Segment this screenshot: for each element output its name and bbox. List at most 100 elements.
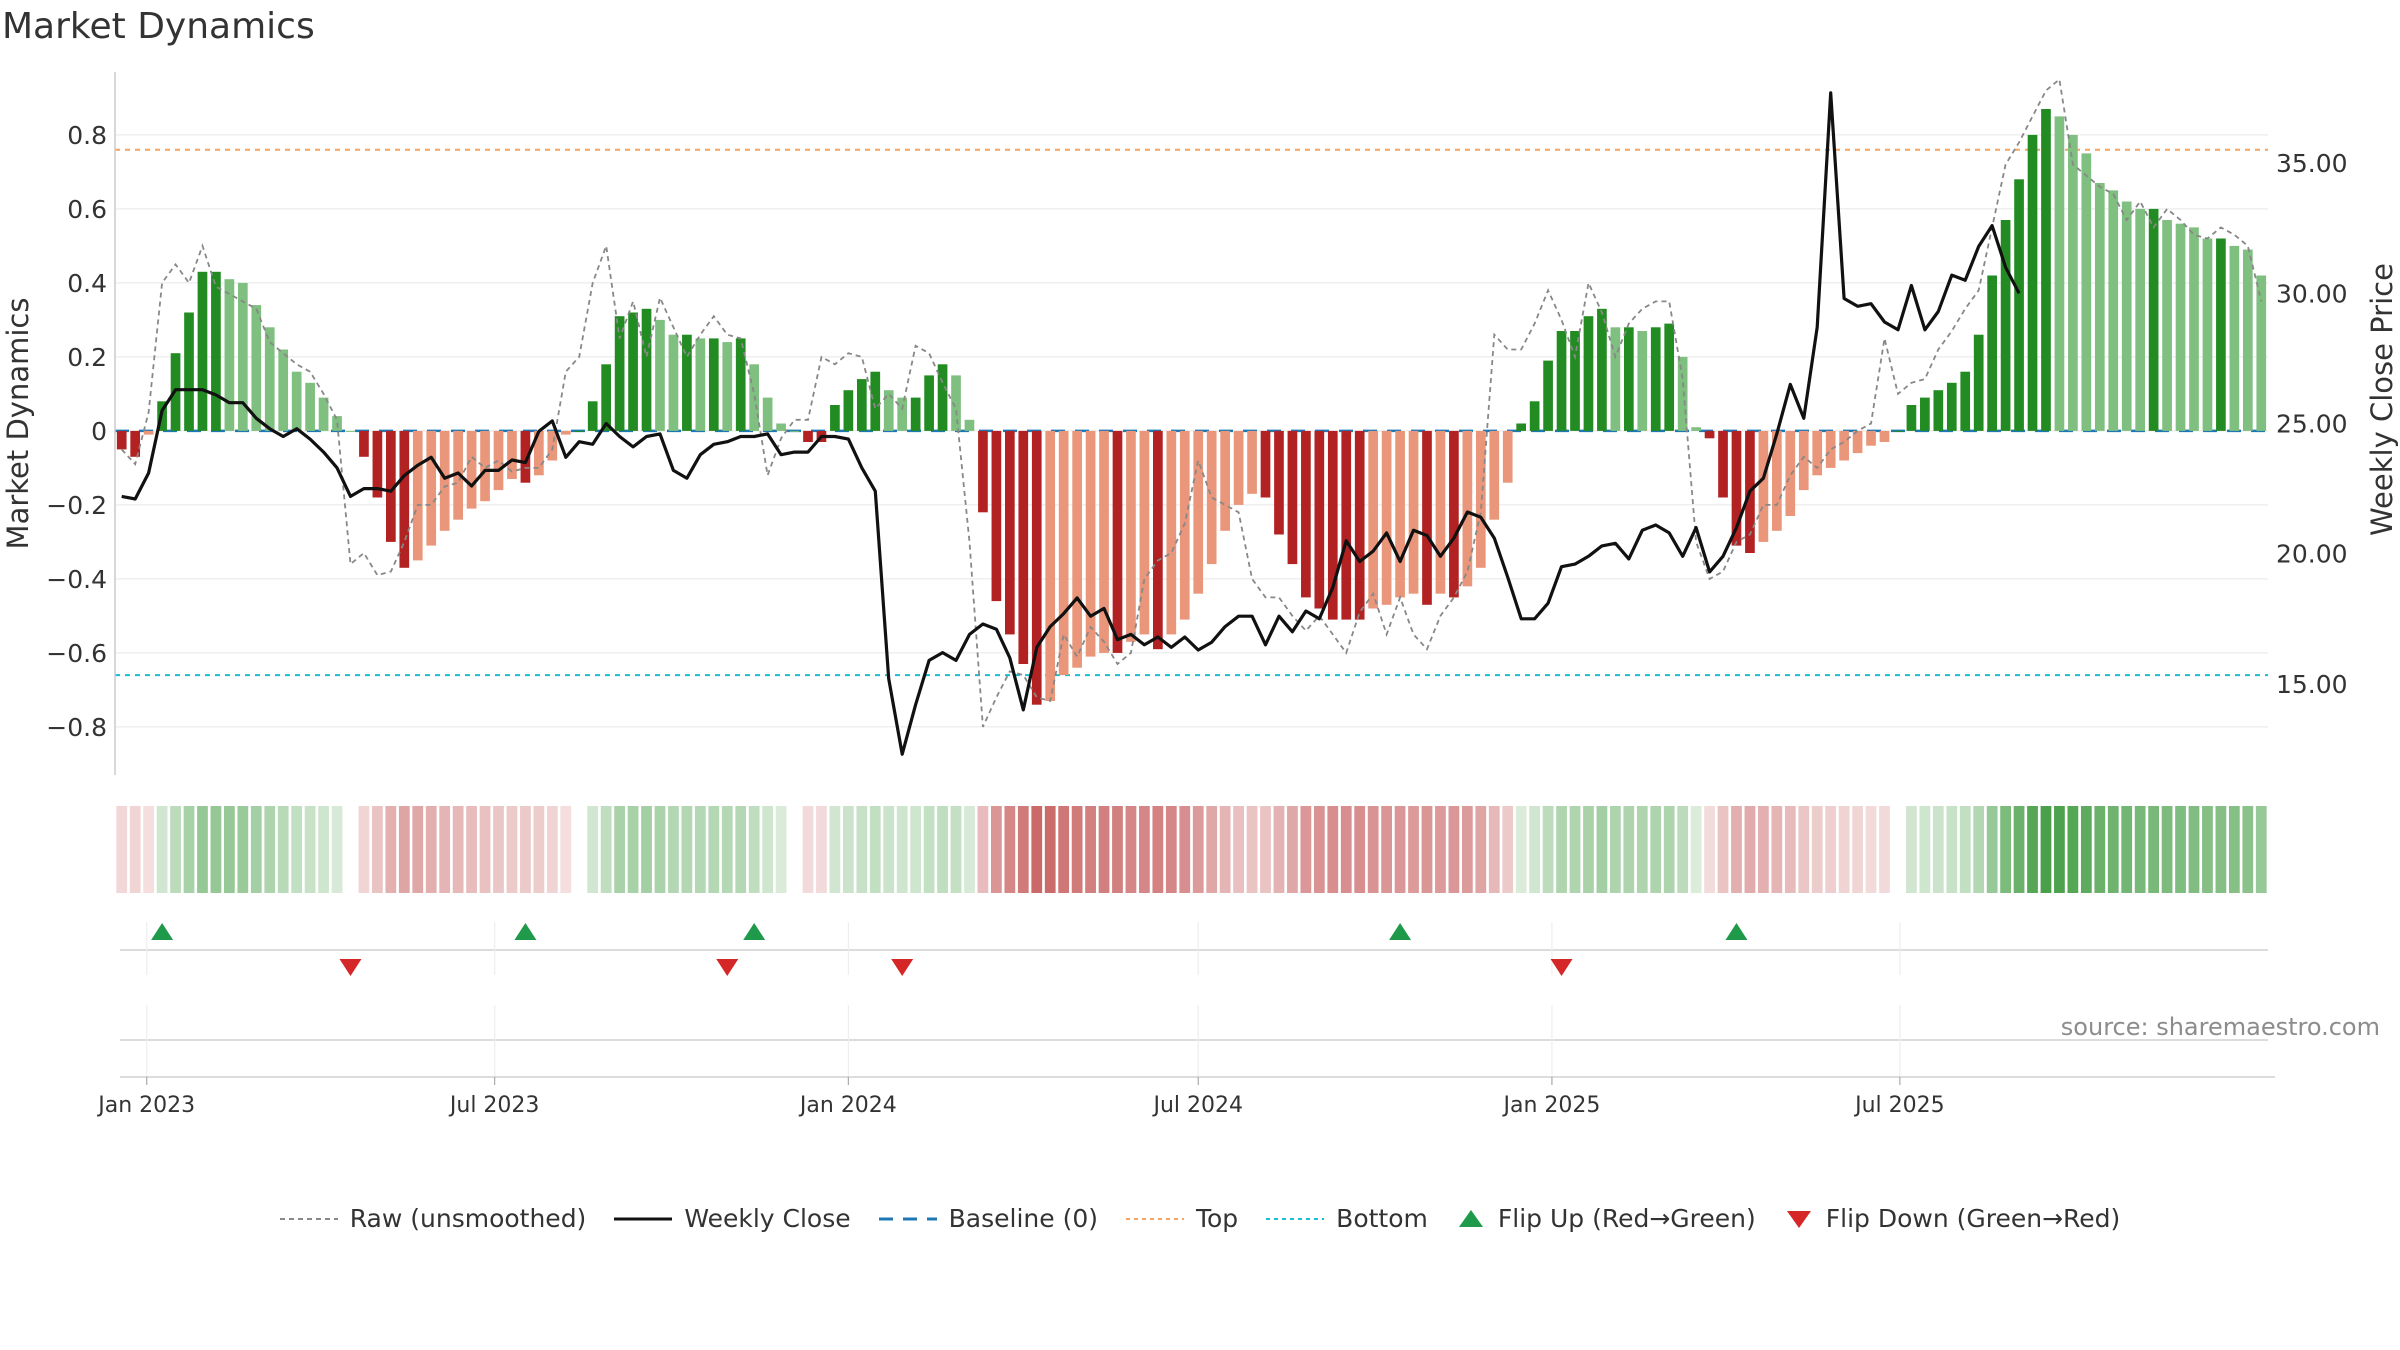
heat-cell — [2054, 806, 2065, 893]
dynamics-bar — [359, 430, 369, 457]
dynamics-bar — [1839, 430, 1849, 461]
dynamics-bar — [1099, 430, 1109, 653]
heat-cell — [318, 806, 329, 893]
heat-cell — [627, 806, 639, 893]
dynamics-bar — [2242, 249, 2253, 431]
heat-cell — [2134, 806, 2146, 893]
dynamics-bar — [1529, 401, 1540, 431]
dynamics-bar — [1704, 430, 1715, 439]
dynamics-bar — [1812, 430, 1823, 476]
heat-cell — [1636, 806, 1648, 893]
heat-cell — [964, 806, 975, 893]
heat-cell — [2188, 806, 2200, 893]
legend-label-top: Top — [1195, 1204, 1239, 1233]
heat-cell — [1327, 806, 1339, 893]
heat-cell — [883, 806, 895, 893]
flip-up-marker — [1725, 923, 1748, 940]
dynamics-bar — [1085, 430, 1096, 657]
y-tick-label: −0.6 — [46, 639, 107, 668]
heat-cell — [1287, 806, 1298, 893]
heat-cell — [1609, 806, 1621, 893]
dynamics-bar — [372, 430, 383, 498]
heat-cell — [304, 806, 316, 893]
x-tick-label: Jan 2023 — [96, 1093, 195, 1118]
dynamics-bar — [803, 430, 813, 442]
heat-cell — [223, 806, 235, 893]
dynamics-bar — [991, 430, 1002, 602]
heat-cell — [170, 806, 181, 893]
heat-cell — [1219, 806, 1231, 893]
dynamics-bar — [1031, 430, 1042, 705]
dynamics-bar — [682, 334, 692, 431]
dynamics-bar — [1825, 430, 1836, 468]
heat-cell — [2228, 806, 2240, 893]
flip-down-icon — [1786, 1210, 1811, 1228]
heat-cell — [748, 806, 760, 893]
heat-cell — [1502, 806, 1514, 893]
dynamics-bar — [224, 279, 235, 431]
heat-cell — [923, 806, 935, 893]
heat-cell — [829, 806, 841, 893]
heat-cell — [802, 806, 814, 893]
dynamics-bar — [507, 430, 517, 479]
dynamics-bar — [1233, 430, 1244, 505]
dynamics-bar — [2094, 183, 2105, 431]
dynamics-bar — [1758, 430, 1769, 542]
dynamics-bar — [211, 271, 221, 431]
heat-cell — [466, 806, 477, 893]
heat-cell — [2067, 806, 2079, 893]
dynamics-bar — [641, 308, 652, 431]
dynamics-bar — [1798, 430, 1809, 491]
dynamics-bar — [412, 430, 423, 561]
heat-cell — [587, 806, 599, 893]
legend-bottom-swatch — [1266, 1217, 1325, 1220]
heat-cell — [1583, 806, 1594, 893]
dynamics-bar — [1637, 331, 1648, 431]
dynamics-bar — [695, 338, 706, 431]
axes: 0.8 0.6 0.4 0.2 0 −0.2 −0.4 −0.6 −0.8 35.00 30.00 2… — [1, 72, 2399, 775]
heat-cell — [1233, 806, 1244, 893]
heat-cell — [910, 806, 922, 893]
dynamics-bar — [1314, 430, 1325, 609]
heat-cell — [129, 806, 141, 893]
dynamics-bar — [1274, 430, 1284, 535]
heat-cell — [1017, 806, 1029, 893]
dynamics-bar — [1960, 371, 1971, 431]
heat-cell — [546, 806, 558, 893]
flip-up-marker — [151, 923, 174, 940]
heat-cell — [331, 806, 343, 893]
dynamics-bar — [856, 379, 867, 431]
dynamics-bar — [1341, 430, 1352, 620]
dynamics-bar — [1139, 430, 1150, 635]
dynamics-bar — [843, 390, 854, 431]
heat-cell — [1058, 806, 1070, 893]
dynamics-bar — [480, 430, 490, 502]
y-tick-label: −0.4 — [46, 565, 107, 594]
dynamics-bar — [722, 342, 733, 431]
dynamics-bar — [870, 371, 881, 431]
dynamics-bar — [1004, 430, 1015, 635]
legend-item-bottom: Bottom — [1266, 1204, 1428, 1233]
dynamics-bar — [318, 397, 329, 431]
dynamics-bar — [2229, 245, 2240, 431]
dynamics-bar — [197, 271, 208, 431]
dynamics-bar — [655, 319, 665, 431]
heat-cell — [2080, 806, 2092, 893]
legend-item-flip-up: Flip Up (Red→Green) — [1456, 1204, 1756, 1233]
dynamics-bar — [1933, 390, 1944, 431]
heat-cell — [1784, 806, 1796, 893]
dynamics-bar — [1597, 308, 1607, 431]
dynamics-bar — [439, 430, 450, 531]
heat-cell — [1448, 806, 1460, 893]
heat-cell — [1717, 806, 1729, 893]
heat-cell — [2215, 806, 2227, 893]
dynamics-bar — [2054, 116, 2065, 431]
dynamics-bar — [2000, 220, 2011, 431]
dynamics-bar — [951, 375, 961, 431]
dynamics-bar — [574, 430, 585, 432]
heat-cell — [869, 806, 881, 893]
dynamics-bar — [1018, 430, 1029, 664]
dynamics-bar — [2108, 190, 2119, 431]
heat-cell — [1811, 806, 1823, 893]
legend-close-swatch — [614, 1217, 673, 1220]
